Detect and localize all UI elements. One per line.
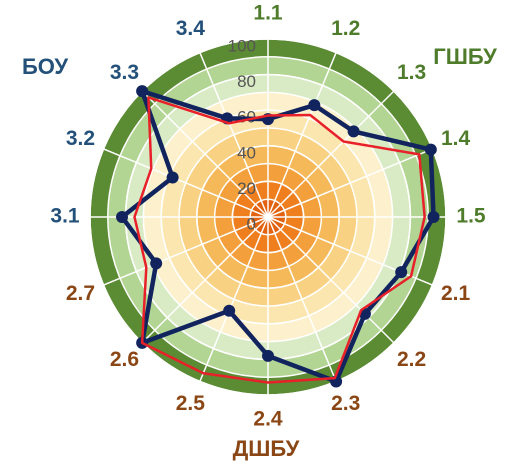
- category-label: 2.2: [397, 348, 426, 371]
- marker: [308, 99, 321, 112]
- category-label: 1.3: [397, 61, 426, 84]
- group-label: ГШБУ: [433, 44, 497, 69]
- category-label: 1.4: [441, 127, 471, 150]
- category-label: 2.1: [441, 282, 471, 305]
- marker: [262, 349, 274, 362]
- r-tick-label: 0: [247, 214, 256, 233]
- spoke: [267, 52, 337, 218]
- spoke: [199, 216, 269, 382]
- r-tick-label: 40: [237, 143, 256, 162]
- r-tick-label: 100: [228, 36, 256, 55]
- spoke: [267, 90, 395, 218]
- category-label: 3.3: [110, 61, 139, 84]
- marker: [223, 304, 236, 317]
- marker: [166, 171, 179, 184]
- category-label: 2.6: [110, 348, 139, 371]
- category-label: 2.7: [66, 282, 95, 305]
- spoke: [267, 148, 433, 218]
- category-label: 1.5: [456, 205, 486, 228]
- r-tick-label: 20: [237, 179, 256, 198]
- marker: [424, 143, 437, 156]
- category-label: 3.2: [66, 127, 95, 150]
- spoke: [199, 52, 269, 218]
- spoke: [141, 216, 269, 344]
- category-label: 2.5: [176, 392, 206, 415]
- marker: [395, 266, 408, 279]
- category-label: 3.4: [176, 17, 206, 40]
- category-label: 1.2: [331, 17, 360, 40]
- category-label: 1.1: [253, 2, 283, 25]
- marker: [150, 257, 163, 270]
- marker: [347, 125, 360, 138]
- spoke: [267, 216, 337, 382]
- marker: [116, 211, 129, 223]
- group-label: БОУ: [22, 54, 68, 79]
- spoke: [267, 216, 395, 344]
- spoke: [103, 148, 269, 218]
- spoke: [103, 216, 269, 286]
- spoke: [141, 90, 269, 218]
- marker: [427, 211, 440, 223]
- category-label: 3.1: [50, 205, 80, 228]
- r-tick-label: 80: [237, 72, 256, 91]
- group-label: ДШБУ: [233, 436, 300, 461]
- category-label: 2.3: [331, 392, 360, 415]
- series-line: [133, 96, 426, 384]
- category-label: 2.4: [253, 408, 283, 431]
- marker: [136, 85, 149, 98]
